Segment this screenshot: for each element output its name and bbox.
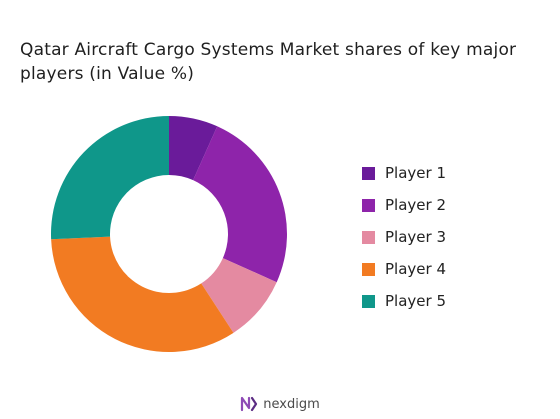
legend-swatch-player-1 [362, 166, 375, 180]
donut-slices [51, 116, 287, 352]
legend-swatch-player-3 [362, 230, 375, 244]
legend-item-player-1: Player 1 [362, 157, 446, 189]
legend-swatch-player-5 [362, 294, 375, 308]
legend-item-player-3: Player 3 [362, 221, 446, 253]
nexdigm-logo: nexdigm [240, 396, 320, 412]
legend-label-player-5: Player 5 [385, 292, 446, 310]
legend-swatch-player-2 [362, 198, 375, 212]
legend-label-player-3: Player 3 [385, 228, 446, 246]
legend-item-player-4: Player 4 [362, 253, 446, 285]
footer: nexdigm [0, 394, 560, 414]
legend: Player 1 Player 2 Player 3 Player 4 Play… [362, 157, 446, 317]
legend-item-player-2: Player 2 [362, 189, 446, 221]
donut-slice-player-4 [51, 236, 234, 352]
donut-slice-player-3 [201, 258, 277, 333]
donut-slice-player-2 [193, 126, 287, 283]
chart-title: Qatar Aircraft Cargo Systems Market shar… [20, 40, 517, 84]
legend-label-player-2: Player 2 [385, 196, 446, 214]
donut-slice-player-1 [169, 116, 218, 181]
legend-label-player-1: Player 1 [385, 164, 446, 182]
nexdigm-logo-text: nexdigm [263, 396, 320, 412]
donut-slice-player-5 [51, 116, 169, 240]
legend-item-player-5: Player 5 [362, 285, 446, 317]
legend-swatch-player-4 [362, 262, 375, 276]
legend-label-player-4: Player 4 [385, 260, 446, 278]
nexdigm-logo-icon [241, 396, 258, 412]
